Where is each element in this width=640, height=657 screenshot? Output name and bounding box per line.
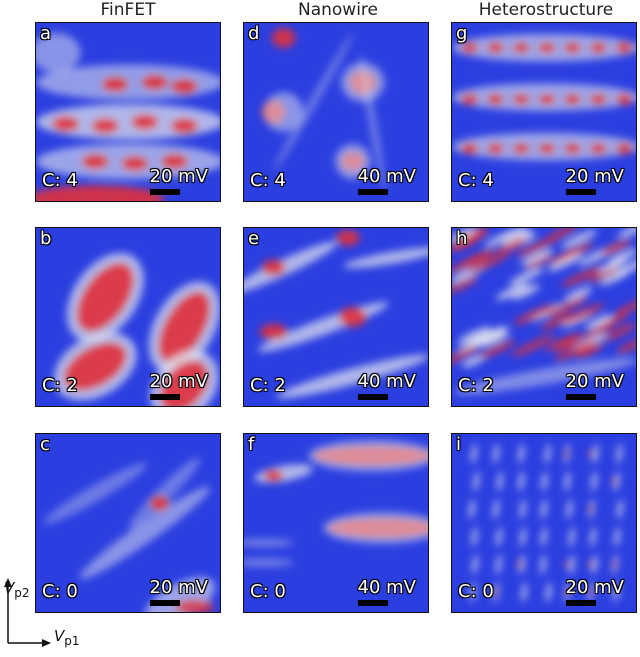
panel-d: d C: 4 40 mV (243, 22, 429, 202)
charge-label: C: 2 (250, 375, 286, 396)
scale-bar (150, 189, 180, 195)
column-title-finfet: FinFET (100, 0, 156, 20)
scale-label: 40 mV (357, 166, 416, 187)
scale-bar (358, 189, 388, 195)
charge-label: C: 0 (250, 581, 286, 602)
panel-image (36, 228, 220, 406)
charge-label: C: 0 (458, 581, 494, 602)
charge-label: C: 2 (42, 375, 78, 396)
panel-tag: d (248, 23, 260, 44)
scale-bar (150, 600, 180, 606)
axis-arrows-icon (4, 578, 51, 647)
scale-label: 20 mV (565, 166, 624, 187)
panel-b: b C: 2 20 mV (35, 227, 221, 407)
scale-label: 40 mV (357, 371, 416, 392)
panel-e: e C: 2 40 mV (243, 227, 429, 407)
panel-tag: f (248, 434, 255, 455)
panel-tag: h (456, 228, 468, 249)
scale-bar (358, 394, 388, 400)
charge-label: C: 2 (458, 375, 494, 396)
scale-bar (358, 600, 388, 606)
charge-label: C: 4 (250, 170, 286, 191)
scale-label: 20 mV (149, 577, 208, 598)
panel-i: i C: 0 20 mV (451, 433, 637, 613)
y-axis-label: Vp2 (4, 579, 30, 600)
column-title-heterostructure: Heterostructure (478, 0, 614, 20)
panel-image (452, 228, 636, 406)
scale-label: 20 mV (565, 577, 624, 598)
x-axis-label: Vp1 (54, 627, 80, 648)
panel-tag: c (40, 434, 50, 455)
panel-h: h C: 2 20 mV (451, 227, 637, 407)
panel-image (36, 23, 220, 201)
panel-tag: i (456, 434, 462, 455)
panel-image (244, 23, 428, 201)
scale-bar (566, 600, 596, 606)
panel-image (36, 434, 220, 612)
scale-label: 20 mV (149, 166, 208, 187)
scale-label: 20 mV (565, 371, 624, 392)
column-title-nanowire: Nanowire (297, 0, 378, 20)
panel-g: g C: 4 20 mV (451, 22, 637, 202)
panel-tag: b (40, 228, 52, 249)
panel-a: a C: 4 20 mV (35, 22, 221, 202)
panel-image (452, 434, 636, 612)
scale-bar (566, 394, 596, 400)
panel-image (452, 23, 636, 201)
scale-bar (150, 394, 180, 400)
axis-indicator: Vp2 Vp1 (0, 575, 90, 653)
panel-tag: e (248, 228, 260, 249)
scale-bar (566, 189, 596, 195)
panel-tag: a (40, 23, 52, 44)
panel-c: c C: 0 20 mV (35, 433, 221, 613)
charge-label: C: 4 (42, 170, 78, 191)
scale-label: 40 mV (357, 577, 416, 598)
panel-image (244, 434, 428, 612)
panel-f: f C: 0 40 mV (243, 433, 429, 613)
panel-tag: g (456, 23, 468, 44)
charge-label: C: 0 (42, 581, 78, 602)
scale-label: 20 mV (149, 371, 208, 392)
charge-label: C: 4 (458, 170, 494, 191)
panel-image (244, 228, 428, 406)
